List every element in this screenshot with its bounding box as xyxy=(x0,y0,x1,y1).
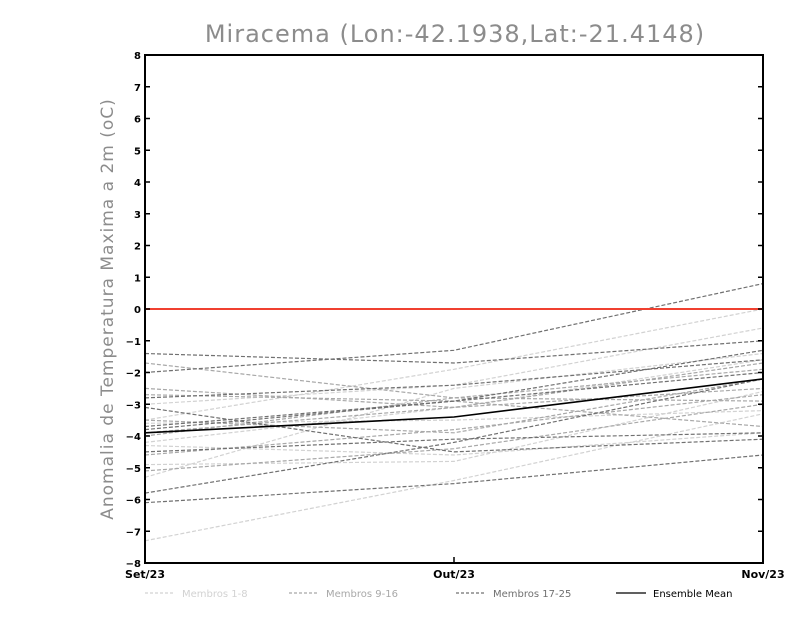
y-tick-label: 2 xyxy=(134,242,141,253)
y-tick-label: −3 xyxy=(126,400,141,411)
y-tick-label: 3 xyxy=(134,210,141,221)
x-tick-label: Set/23 xyxy=(125,568,165,581)
legend-label-3: Membros 17-25 xyxy=(493,589,571,600)
y-tick-label: −8 xyxy=(126,559,141,570)
legend: Membros 1-8 Membros 9-16 Membros 17-25 Ense… xyxy=(145,589,732,600)
member-line-g3-3 xyxy=(144,454,764,504)
y-axis: −8 −7 −6 −5 −4 −3 −2 −1 0 1 2 3 4 5 6 7 8 xyxy=(126,51,763,570)
ensemble-mean-line xyxy=(144,378,764,434)
member-line-g1-2 xyxy=(144,359,764,443)
member-line-g3-2 xyxy=(144,378,764,494)
member-line-g3-4 xyxy=(144,349,764,428)
x-tick-label: Out/23 xyxy=(433,568,475,581)
member-line-g3-5 xyxy=(144,432,764,453)
member-line-g2-5 xyxy=(144,362,764,434)
y-tick-label: −2 xyxy=(126,369,141,380)
member-line-g1-4 xyxy=(144,352,764,478)
member-line-g2-8 xyxy=(144,394,764,456)
legend-label-1: Membros 1-8 xyxy=(182,589,248,600)
y-tick-label: 0 xyxy=(134,305,141,316)
y-tick-label: −5 xyxy=(126,464,141,475)
ensemble-mean-layer xyxy=(144,378,764,434)
member-line-g1-7 xyxy=(144,308,764,421)
member-line-g2-6 xyxy=(144,403,764,472)
y-tick-label: −4 xyxy=(126,432,141,443)
y-tick-label: 7 xyxy=(134,83,141,94)
member-line-g2-7 xyxy=(144,387,764,409)
y-tick-label: 1 xyxy=(134,273,141,284)
y-tick-label: 8 xyxy=(134,51,141,62)
y-tick-label: 4 xyxy=(134,178,141,189)
y-tick-label: −6 xyxy=(126,496,141,507)
series-layer xyxy=(144,283,764,542)
y-axis-label: Anomalia de Temperatura Maxima a 2m (oC) xyxy=(98,98,118,520)
member-line-g2-2 xyxy=(144,368,764,437)
y-tick-label: 6 xyxy=(134,115,141,126)
member-line-g3-8 xyxy=(144,359,764,399)
member-line-g1-6 xyxy=(144,432,764,456)
x-axis: Set/23 Out/23 Nov/23 xyxy=(125,557,785,581)
member-line-g3-6 xyxy=(144,406,764,453)
member-line-g1-1 xyxy=(144,413,764,542)
chart-title: Miracema (Lon:-42.1938,Lat:-21.4148) xyxy=(205,20,705,48)
member-line-g2-3 xyxy=(144,394,764,428)
y-tick-label: −1 xyxy=(126,337,141,348)
member-line-g3-1 xyxy=(144,283,764,374)
y-tick-label: −7 xyxy=(126,527,141,538)
member-line-g3-7 xyxy=(144,340,764,364)
legend-label-4: Ensemble Mean xyxy=(653,589,732,600)
y-tick-label: 5 xyxy=(134,146,141,157)
legend-label-2: Membros 9-16 xyxy=(326,589,398,600)
x-tick-label: Nov/23 xyxy=(741,568,784,581)
member-line-g3-9 xyxy=(144,371,764,431)
